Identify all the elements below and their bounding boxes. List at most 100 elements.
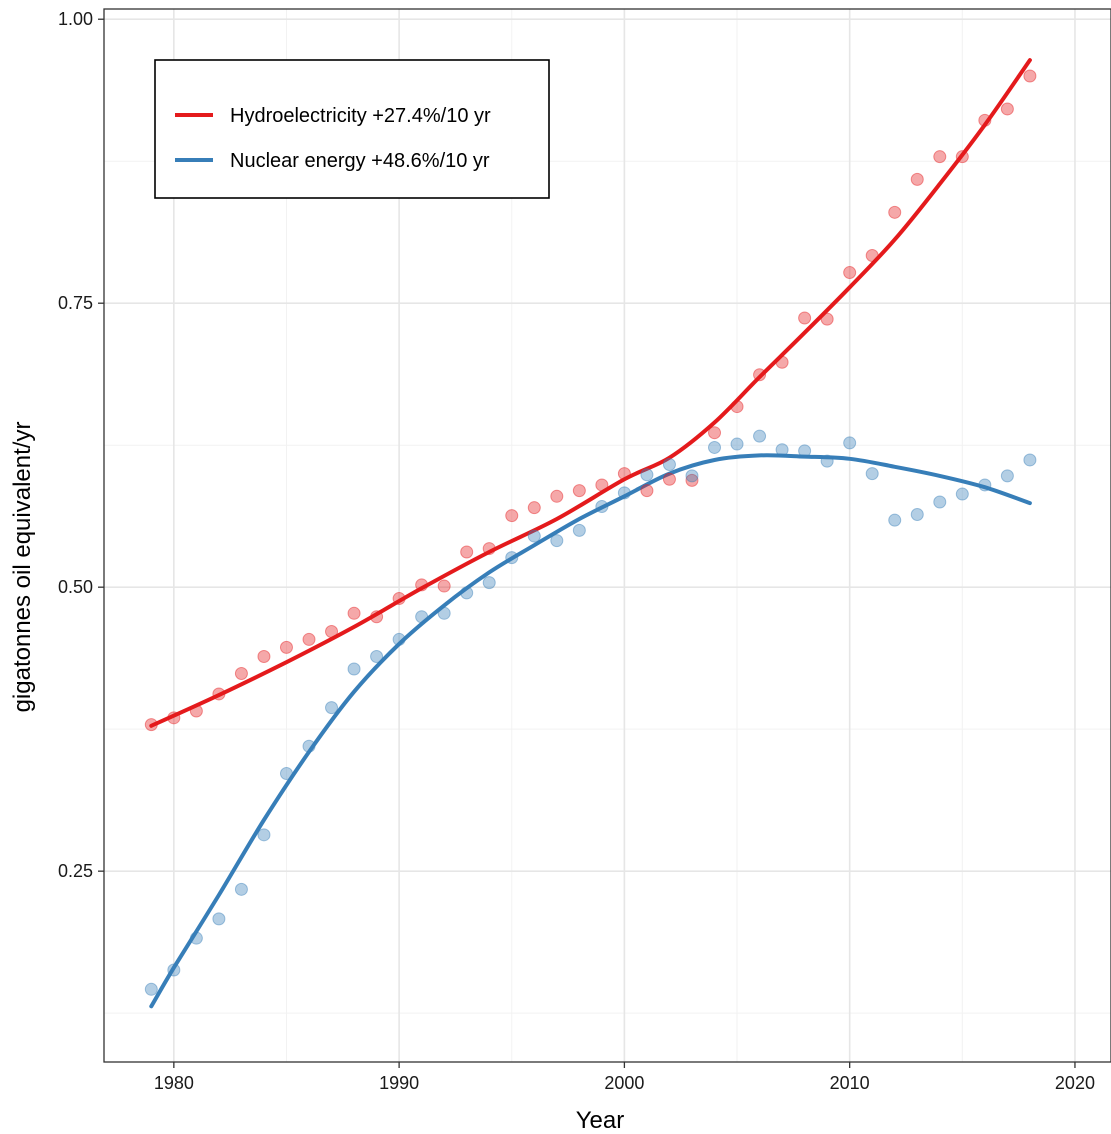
x-tick-label: 1980 — [154, 1073, 194, 1093]
data-point-hydroelectricity — [1000, 102, 1014, 116]
data-point-hydroelectricity — [730, 400, 744, 414]
data-point-nuclear-energy — [888, 513, 902, 527]
data-point-hydroelectricity — [482, 542, 496, 556]
data-point-hydroelectricity — [212, 687, 226, 701]
data-point-nuclear-energy — [302, 739, 316, 753]
data-point-nuclear-energy — [595, 500, 609, 514]
data-point-hydroelectricity — [843, 266, 857, 280]
x-tick-label: 2000 — [604, 1073, 644, 1093]
data-point-hydroelectricity — [189, 704, 203, 718]
data-point-nuclear-energy — [234, 882, 248, 896]
data-point-hydroelectricity — [572, 484, 586, 498]
legend-box — [154, 59, 550, 199]
data-point-hydroelectricity — [708, 426, 722, 440]
data-point-hydroelectricity — [685, 473, 699, 487]
data-point-hydroelectricity — [753, 368, 767, 382]
x-axis-title: Year — [576, 1107, 625, 1134]
y-tick-label: 0.75 — [58, 293, 93, 313]
data-point-nuclear-energy — [843, 436, 857, 450]
data-point-nuclear-energy — [347, 662, 361, 676]
data-point-nuclear-energy — [370, 649, 384, 663]
data-point-nuclear-energy — [527, 529, 541, 543]
plot-panel-border — [103, 8, 1111, 1063]
data-point-nuclear-energy — [955, 487, 969, 501]
data-point-nuclear-energy — [415, 610, 429, 624]
data-point-nuclear-energy — [617, 486, 631, 500]
data-point-hydroelectricity — [640, 484, 654, 498]
data-point-hydroelectricity — [347, 606, 361, 620]
data-point-nuclear-energy — [144, 982, 158, 996]
legend-label-nuclear-energy: Nuclear energy +48.6%/10 yr — [230, 150, 490, 172]
data-points — [144, 69, 1037, 996]
legend: Hydroelectricity +27.4%/10 yr Nuclear en… — [154, 59, 550, 199]
data-point-nuclear-energy — [775, 443, 789, 457]
data-point-hydroelectricity — [325, 624, 339, 638]
data-point-nuclear-energy — [279, 766, 293, 780]
data-point-nuclear-energy — [167, 963, 181, 977]
data-point-nuclear-energy — [662, 458, 676, 472]
data-point-nuclear-energy — [392, 632, 406, 646]
y-tick-label: 0.50 — [58, 577, 93, 597]
data-point-nuclear-energy — [460, 586, 474, 600]
data-point-nuclear-energy — [189, 931, 203, 945]
x-tick-label: 2020 — [1055, 1073, 1095, 1093]
data-point-hydroelectricity — [978, 113, 992, 127]
trend-line-hydroelectricity — [149, 58, 1032, 728]
data-point-nuclear-energy — [505, 551, 519, 565]
data-point-nuclear-energy — [910, 507, 924, 521]
data-point-hydroelectricity — [505, 509, 519, 523]
data-point-nuclear-energy — [212, 912, 226, 926]
data-point-nuclear-energy — [257, 828, 271, 842]
data-point-hydroelectricity — [460, 545, 474, 559]
data-point-nuclear-energy — [685, 469, 699, 483]
data-point-hydroelectricity — [798, 311, 812, 325]
x-tick-label: 1990 — [379, 1073, 419, 1093]
data-point-nuclear-energy — [798, 444, 812, 458]
data-point-hydroelectricity — [257, 649, 271, 663]
data-point-nuclear-energy — [572, 523, 586, 537]
trend-lines — [149, 58, 1032, 1009]
data-point-hydroelectricity — [888, 205, 902, 219]
data-point-hydroelectricity — [302, 632, 316, 646]
y-tick-label: 0.25 — [58, 861, 93, 881]
axis-ticks — [98, 18, 1076, 1068]
data-point-nuclear-energy — [730, 437, 744, 451]
data-point-hydroelectricity — [955, 150, 969, 164]
data-point-hydroelectricity — [392, 592, 406, 606]
data-point-hydroelectricity — [617, 467, 631, 481]
y-axis-title: gigatonnes oil equivalent/yr — [9, 422, 36, 713]
data-point-hydroelectricity — [595, 478, 609, 492]
data-point-nuclear-energy — [325, 701, 339, 715]
data-point-nuclear-energy — [482, 576, 496, 590]
data-point-hydroelectricity — [662, 472, 676, 486]
data-point-hydroelectricity — [775, 355, 789, 369]
data-point-hydroelectricity — [1023, 69, 1037, 83]
data-point-hydroelectricity — [865, 248, 879, 262]
data-point-hydroelectricity — [234, 667, 248, 681]
data-point-nuclear-energy — [708, 440, 722, 454]
y-tick-label: 1.00 — [58, 9, 93, 29]
data-point-hydroelectricity — [167, 711, 181, 725]
data-point-hydroelectricity — [933, 150, 947, 164]
trend-line-nuclear-energy — [149, 453, 1032, 1009]
data-point-nuclear-energy — [865, 467, 879, 481]
tick-labels: 1980 1990 2000 2010 2020 0.25 0.50 0.75 1.00 — [58, 9, 1095, 1093]
data-point-hydroelectricity — [144, 718, 158, 732]
data-point-nuclear-energy — [1000, 469, 1014, 483]
data-point-nuclear-energy — [820, 454, 834, 468]
legend-label-hydroelectricity: Hydroelectricity +27.4%/10 yr — [230, 105, 491, 127]
data-point-hydroelectricity — [370, 610, 384, 624]
data-point-nuclear-energy — [933, 495, 947, 509]
data-point-hydroelectricity — [437, 579, 451, 593]
data-point-hydroelectricity — [527, 501, 541, 515]
data-point-hydroelectricity — [820, 312, 834, 326]
data-point-hydroelectricity — [279, 640, 293, 654]
data-point-nuclear-energy — [978, 478, 992, 492]
data-point-nuclear-energy — [640, 468, 654, 482]
data-point-nuclear-energy — [1023, 453, 1037, 467]
data-point-hydroelectricity — [910, 172, 924, 186]
data-point-nuclear-energy — [437, 606, 451, 620]
data-point-hydroelectricity — [550, 489, 564, 503]
x-tick-label: 2010 — [830, 1073, 870, 1093]
